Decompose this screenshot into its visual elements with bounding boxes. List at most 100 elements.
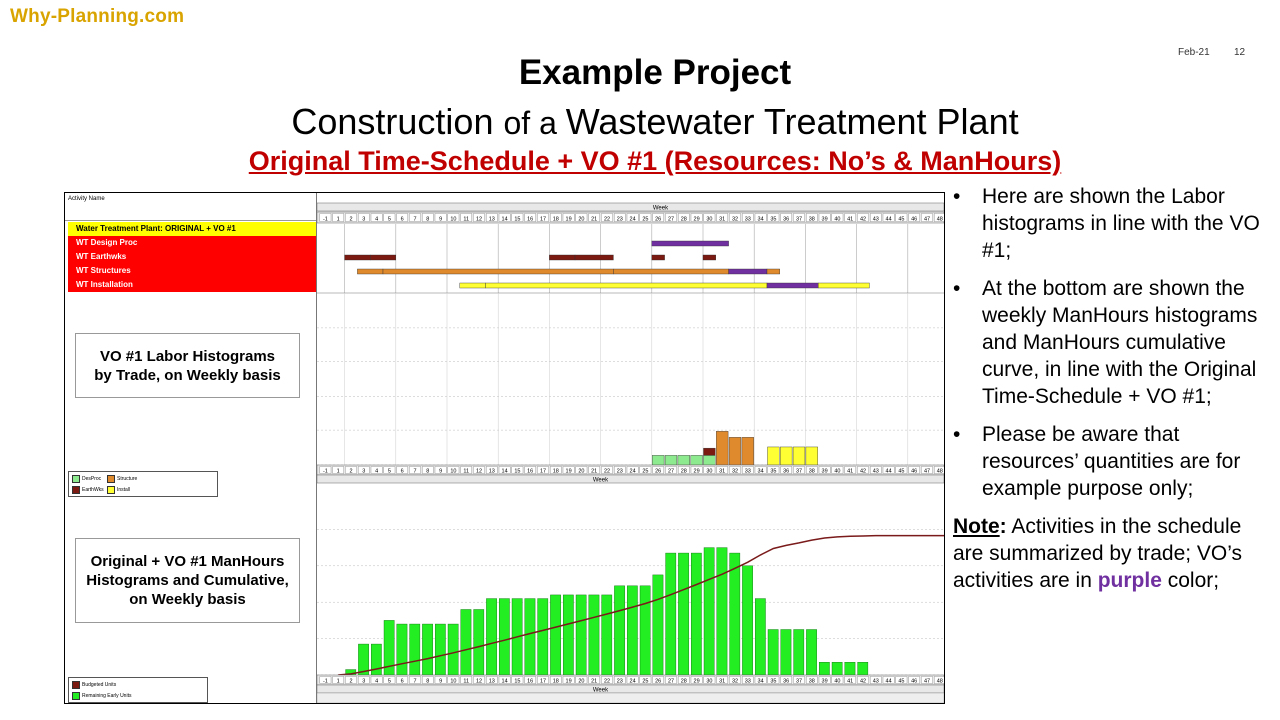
week-cell xyxy=(601,466,613,474)
labor-bar xyxy=(728,437,742,466)
week-cell xyxy=(614,213,626,222)
desproc-swatch xyxy=(72,475,80,483)
week-cell xyxy=(665,676,677,684)
week-cell xyxy=(729,466,741,474)
week-cell xyxy=(934,213,944,222)
subtitle-part-b: of a xyxy=(503,105,566,141)
week-tick-label: 5 xyxy=(388,679,391,685)
week-cell xyxy=(473,676,485,684)
week-cell xyxy=(742,676,754,684)
week-cell xyxy=(498,213,511,222)
subtitle-part-a: Construction xyxy=(291,101,504,142)
week-axis-label: Week xyxy=(593,688,609,694)
week-tick-label: 9 xyxy=(439,469,442,475)
week-tick-label: 14 xyxy=(502,469,508,475)
week-tick-label: 24 xyxy=(630,679,636,685)
week-tick-label: 38 xyxy=(809,469,815,475)
week-tick-label: 46 xyxy=(911,217,917,223)
manhours-bar xyxy=(742,565,753,676)
week-tick-label: 11 xyxy=(463,217,469,223)
manhours-callout-line2: Histograms and Cumulative, xyxy=(86,572,289,589)
week-tick-label: 10 xyxy=(450,217,456,223)
week-tick-label: 27 xyxy=(668,217,674,223)
week-cell xyxy=(562,676,575,684)
gantt-bar xyxy=(651,254,665,261)
manhours-bar xyxy=(831,662,843,676)
week-tick-label: 14 xyxy=(502,217,508,223)
week-cell xyxy=(614,466,626,474)
week-label-band xyxy=(317,202,944,212)
gantt-trade-row[interactable]: WT Design Proc xyxy=(68,236,316,250)
gantt-trade-row[interactable]: WT Installation xyxy=(68,278,316,292)
manhours-bar xyxy=(601,594,613,676)
week-cell xyxy=(716,676,729,684)
week-tick-label: -1 xyxy=(323,679,328,685)
slide-subtitle: Construction of a Wastewater Treatment P… xyxy=(0,101,1280,143)
week-cell xyxy=(831,213,844,222)
week-cell xyxy=(767,676,780,684)
manhours-bar xyxy=(729,552,741,676)
week-cell xyxy=(934,676,944,684)
week-tick-label: 26 xyxy=(655,469,661,475)
week-cell xyxy=(844,213,856,222)
week-tick-label: 2 xyxy=(349,679,352,685)
week-tick-label: 18 xyxy=(553,469,559,475)
week-cell xyxy=(652,466,665,474)
week-tick-label: 39 xyxy=(822,217,828,223)
structure-swatch xyxy=(107,475,115,483)
week-tick-label: 34 xyxy=(758,217,764,223)
week-cell xyxy=(729,676,741,684)
week-tick-label: 13 xyxy=(489,217,495,223)
week-cell xyxy=(460,676,473,684)
week-cell xyxy=(716,466,729,474)
week-cell xyxy=(639,213,652,222)
week-tick-label: 15 xyxy=(514,679,520,685)
bullet-text: At the bottom are shown the weekly ManHo… xyxy=(982,277,1258,408)
gantt-bar xyxy=(485,282,768,289)
week-tick-label: 43 xyxy=(873,679,879,685)
week-cell xyxy=(409,466,421,474)
week-cell xyxy=(793,466,805,474)
manhours-bar xyxy=(806,629,817,676)
week-tick-label: 8 xyxy=(426,217,429,223)
week-tick-label: 22 xyxy=(604,679,610,685)
week-cell xyxy=(690,213,703,222)
week-tick-label: 28 xyxy=(681,469,687,475)
week-cell xyxy=(549,213,562,222)
labor-bar xyxy=(664,455,678,466)
slide-date: Feb-21 xyxy=(1178,47,1210,58)
week-cell xyxy=(639,466,652,474)
week-cell xyxy=(601,213,613,222)
week-cell xyxy=(780,676,793,684)
week-tick-label: 47 xyxy=(924,469,930,475)
gantt-bar xyxy=(766,268,781,275)
manhours-bar xyxy=(562,594,574,676)
week-cell xyxy=(895,466,908,474)
week-cell xyxy=(678,213,690,222)
schedule-screenshot: Activity Name Water Treatment Plant: ORI… xyxy=(64,192,945,704)
week-cell xyxy=(396,676,408,684)
legend-item-desproc: DesProc xyxy=(72,475,101,483)
week-cell xyxy=(614,676,626,684)
week-tick-label: 1 xyxy=(337,679,340,685)
week-tick-label: 25 xyxy=(642,679,648,685)
week-tick-label: 35 xyxy=(770,217,776,223)
week-cell xyxy=(319,676,332,684)
week-cell xyxy=(537,213,549,222)
gantt-trade-row[interactable]: WT Earthwks xyxy=(68,250,316,264)
legend-label: Structure xyxy=(117,476,138,482)
week-tick-label: 24 xyxy=(630,469,636,475)
week-tick-label: 20 xyxy=(578,217,584,223)
gantt-project-row[interactable]: Water Treatment Plant: ORIGINAL + VO #1 xyxy=(68,222,316,236)
gantt-trade-row[interactable]: WT Structures xyxy=(68,264,316,278)
cumulative-curve xyxy=(338,534,944,676)
manhours-bar xyxy=(524,598,536,676)
week-cell xyxy=(831,676,844,684)
week-tick-label: 27 xyxy=(668,469,674,475)
week-tick-label: 23 xyxy=(617,217,623,223)
activity-name-header: Activity Name xyxy=(68,196,105,202)
week-tick-label: 38 xyxy=(809,679,815,685)
week-tick-label: 12 xyxy=(476,679,482,685)
week-tick-label: 17 xyxy=(540,217,546,223)
labor-bar xyxy=(792,446,806,466)
